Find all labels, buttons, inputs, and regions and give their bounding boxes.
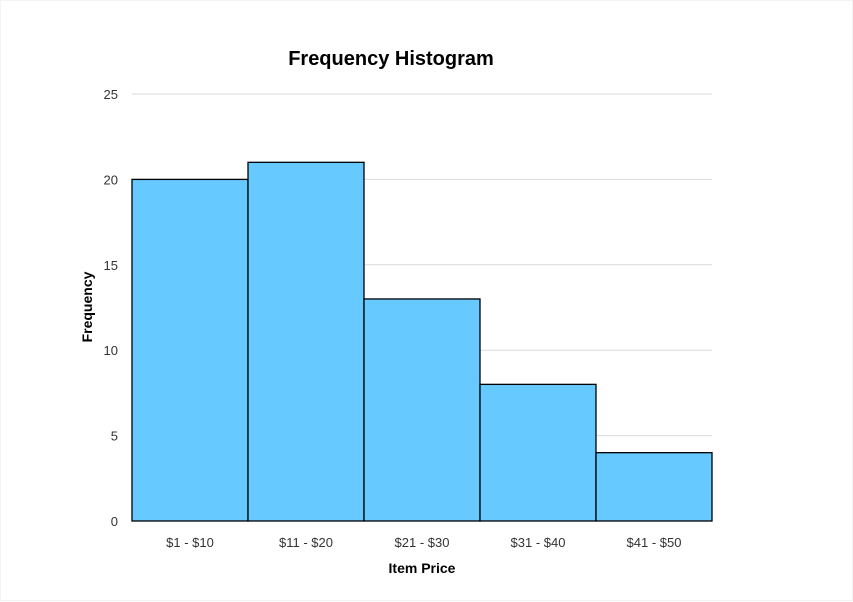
histogram-bar	[131, 178, 249, 522]
x-axis-ticks: $1 - $10 $11 - $20 $21 - $30 $31 - $40 $41 -…	[166, 535, 681, 550]
bars	[131, 161, 713, 522]
chart-title: Frequency Histogram	[288, 48, 494, 70]
histogram-bar	[247, 161, 365, 522]
y-tick-label: 25	[104, 87, 118, 102]
histogram-bar	[363, 298, 481, 522]
y-tick-label: 10	[104, 343, 118, 358]
y-tick-label: 0	[111, 514, 118, 529]
y-tick-label: 15	[104, 258, 118, 273]
histogram-bar	[595, 452, 713, 522]
x-tick-label: $41 - $50	[627, 535, 682, 550]
x-axis-label: Item Price	[389, 560, 456, 576]
y-axis-ticks: 0 5 10 15 20 25	[104, 87, 118, 529]
x-tick-label: $11 - $20	[279, 535, 333, 550]
x-tick-label: $21 - $30	[395, 535, 450, 550]
x-tick-label: $1 - $10	[166, 535, 214, 550]
histogram-bar	[479, 383, 597, 522]
x-tick-label: $31 - $40	[511, 535, 566, 550]
y-axis-label: Frequency	[79, 271, 95, 342]
y-tick-label: 5	[111, 429, 118, 444]
y-tick-label: 20	[104, 172, 118, 187]
